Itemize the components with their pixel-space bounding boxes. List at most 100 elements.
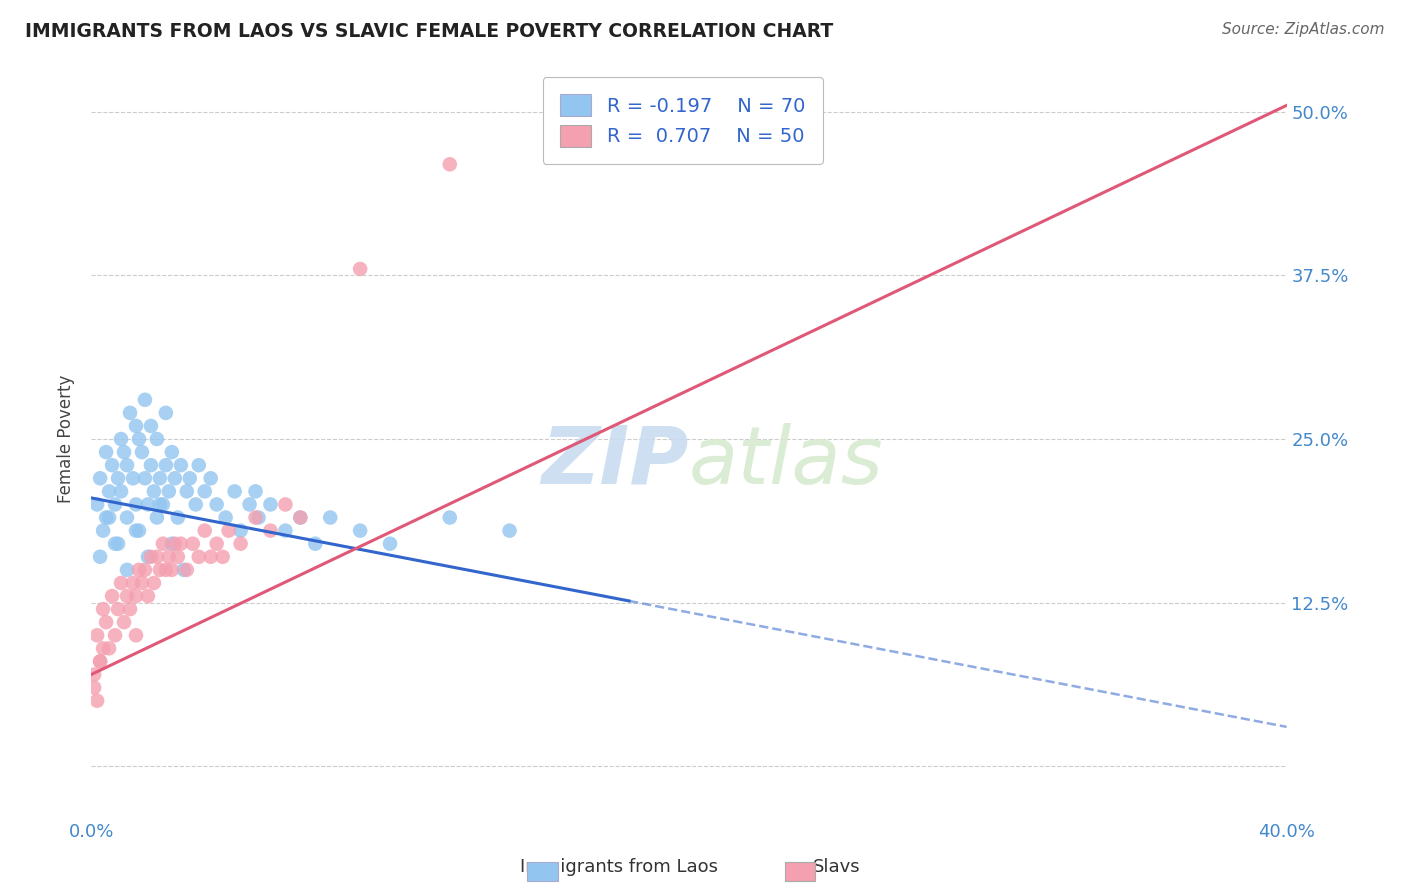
Point: [101, 458, 124, 473]
Point: [205, 537, 228, 551]
Point: [187, 549, 209, 564]
Point: [218, 524, 240, 538]
Point: [181, 537, 204, 551]
Point: [229, 537, 252, 551]
Point: [163, 471, 186, 485]
Point: [125, 498, 148, 512]
Point: [149, 498, 172, 512]
Legend: R = -0.197    N = 70, R =  0.707    N = 50: R = -0.197 N = 70, R = 0.707 N = 50: [543, 77, 823, 164]
Point: [110, 484, 132, 499]
Point: [115, 510, 138, 524]
Point: [98, 484, 121, 499]
Point: [104, 628, 127, 642]
Point: [139, 549, 162, 564]
Point: [166, 549, 188, 564]
Point: [128, 563, 150, 577]
Text: ZIP: ZIP: [541, 423, 689, 500]
Point: [155, 563, 177, 577]
Point: [146, 549, 169, 564]
Point: [155, 406, 177, 420]
Point: [149, 563, 172, 577]
Point: [274, 524, 297, 538]
Point: [101, 589, 124, 603]
Point: [86, 498, 108, 512]
Point: [319, 510, 342, 524]
Point: [83, 667, 105, 681]
Point: [160, 445, 183, 459]
Point: [170, 537, 193, 551]
Point: [115, 589, 138, 603]
Point: [142, 484, 165, 499]
Text: Source: ZipAtlas.com: Source: ZipAtlas.com: [1222, 22, 1385, 37]
Point: [104, 498, 127, 512]
Point: [86, 628, 108, 642]
Point: [157, 484, 180, 499]
Point: [245, 484, 267, 499]
Point: [98, 510, 121, 524]
Point: [170, 458, 193, 473]
Point: [128, 432, 150, 446]
Point: [136, 549, 159, 564]
Point: [245, 510, 267, 524]
Point: [139, 458, 162, 473]
Point: [163, 537, 186, 551]
Point: [205, 498, 228, 512]
Point: [104, 537, 127, 551]
Point: [149, 471, 172, 485]
Point: [131, 576, 153, 591]
Point: [107, 602, 129, 616]
Point: [349, 524, 371, 538]
Point: [224, 484, 246, 499]
Point: [122, 576, 145, 591]
Point: [89, 655, 111, 669]
Point: [110, 432, 132, 446]
Point: [146, 510, 169, 524]
Point: [118, 602, 141, 616]
Point: [89, 655, 111, 669]
Point: [107, 471, 129, 485]
Point: [112, 615, 135, 630]
Point: [89, 471, 111, 485]
Point: [349, 262, 371, 277]
Text: Slavs: Slavs: [813, 858, 860, 876]
Point: [214, 510, 236, 524]
Point: [91, 602, 114, 616]
Point: [160, 537, 183, 551]
Point: [91, 641, 114, 656]
Point: [290, 510, 312, 524]
Point: [86, 694, 108, 708]
Point: [439, 510, 461, 524]
Point: [176, 484, 198, 499]
Point: [107, 537, 129, 551]
Point: [166, 510, 188, 524]
Point: [125, 419, 148, 434]
Point: [136, 589, 159, 603]
Point: [118, 406, 141, 420]
Point: [146, 432, 169, 446]
Point: [139, 419, 162, 434]
Point: [274, 498, 297, 512]
Point: [125, 589, 148, 603]
Point: [160, 563, 183, 577]
Point: [259, 498, 281, 512]
Point: [112, 445, 135, 459]
Point: [179, 471, 201, 485]
Point: [184, 498, 207, 512]
Point: [194, 524, 217, 538]
Point: [115, 563, 138, 577]
Y-axis label: Female Poverty: Female Poverty: [58, 375, 75, 503]
Point: [238, 498, 260, 512]
Point: [142, 576, 165, 591]
Point: [229, 524, 252, 538]
Point: [152, 537, 174, 551]
Point: [89, 549, 111, 564]
Point: [211, 549, 233, 564]
Point: [439, 157, 461, 171]
Point: [83, 681, 105, 695]
Point: [122, 471, 145, 485]
Point: [94, 510, 117, 524]
Point: [194, 484, 217, 499]
Point: [498, 524, 520, 538]
Point: [152, 498, 174, 512]
Point: [378, 537, 401, 551]
